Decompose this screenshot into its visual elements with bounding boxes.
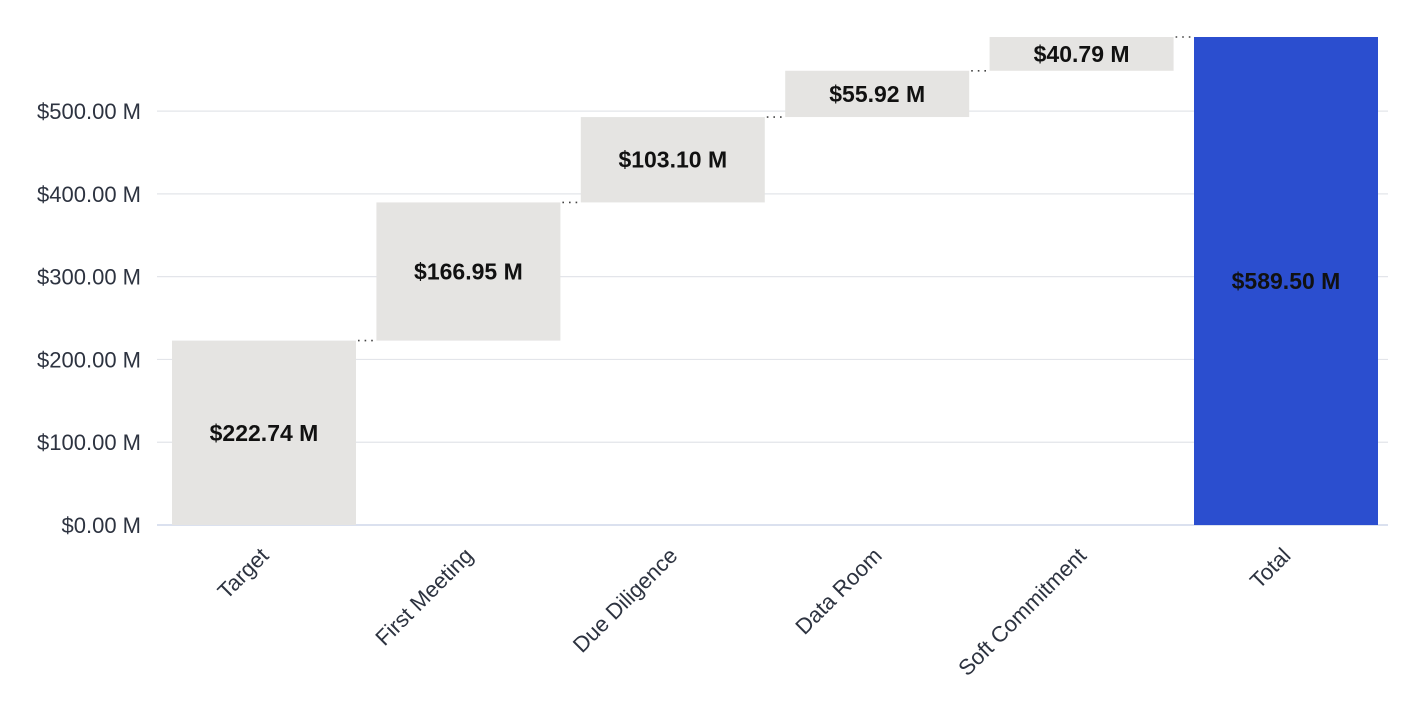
step-bar	[989, 37, 1174, 71]
bars	[172, 37, 1378, 525]
y-tick-label: $100.00 M	[37, 430, 141, 455]
y-tick-label: $400.00 M	[37, 182, 141, 207]
y-axis: $0.00 M $100.00 M $200.00 M $300.00 M $400.0…	[37, 99, 141, 538]
data-label: $222.74 M	[210, 420, 319, 446]
total-bar	[1194, 37, 1378, 525]
x-tick-label: Data Room	[790, 543, 886, 639]
x-tick-label: Target	[213, 543, 274, 604]
y-tick-label: $0.00 M	[62, 513, 142, 538]
x-tick-label: Total	[1245, 543, 1296, 594]
y-tick-label: $300.00 M	[37, 265, 141, 290]
x-tick-label: First Meeting	[370, 543, 478, 651]
x-tick-label: Due Diligence	[568, 543, 683, 658]
connectors	[358, 36, 1192, 342]
value-labels: $222.74 M $166.95 M $103.10 M $55.92 M $40.7…	[210, 41, 1341, 446]
y-tick-label: $500.00 M	[37, 99, 141, 124]
step-bar	[172, 340, 356, 525]
data-label: $103.10 M	[618, 147, 727, 173]
data-label: $166.95 M	[414, 259, 523, 285]
gridlines	[157, 110, 1388, 526]
step-bar	[580, 117, 765, 203]
step-bar	[376, 202, 561, 341]
x-axis: Target First Meeting Due Diligence Data Roo…	[213, 543, 1296, 681]
x-tick-label: Soft Commitment	[953, 543, 1091, 681]
data-label: $55.92 M	[829, 81, 925, 107]
y-tick-label: $200.00 M	[37, 347, 141, 372]
data-label: $40.79 M	[1034, 41, 1130, 67]
step-bar	[785, 70, 970, 118]
data-label: $589.50 M	[1232, 268, 1341, 294]
